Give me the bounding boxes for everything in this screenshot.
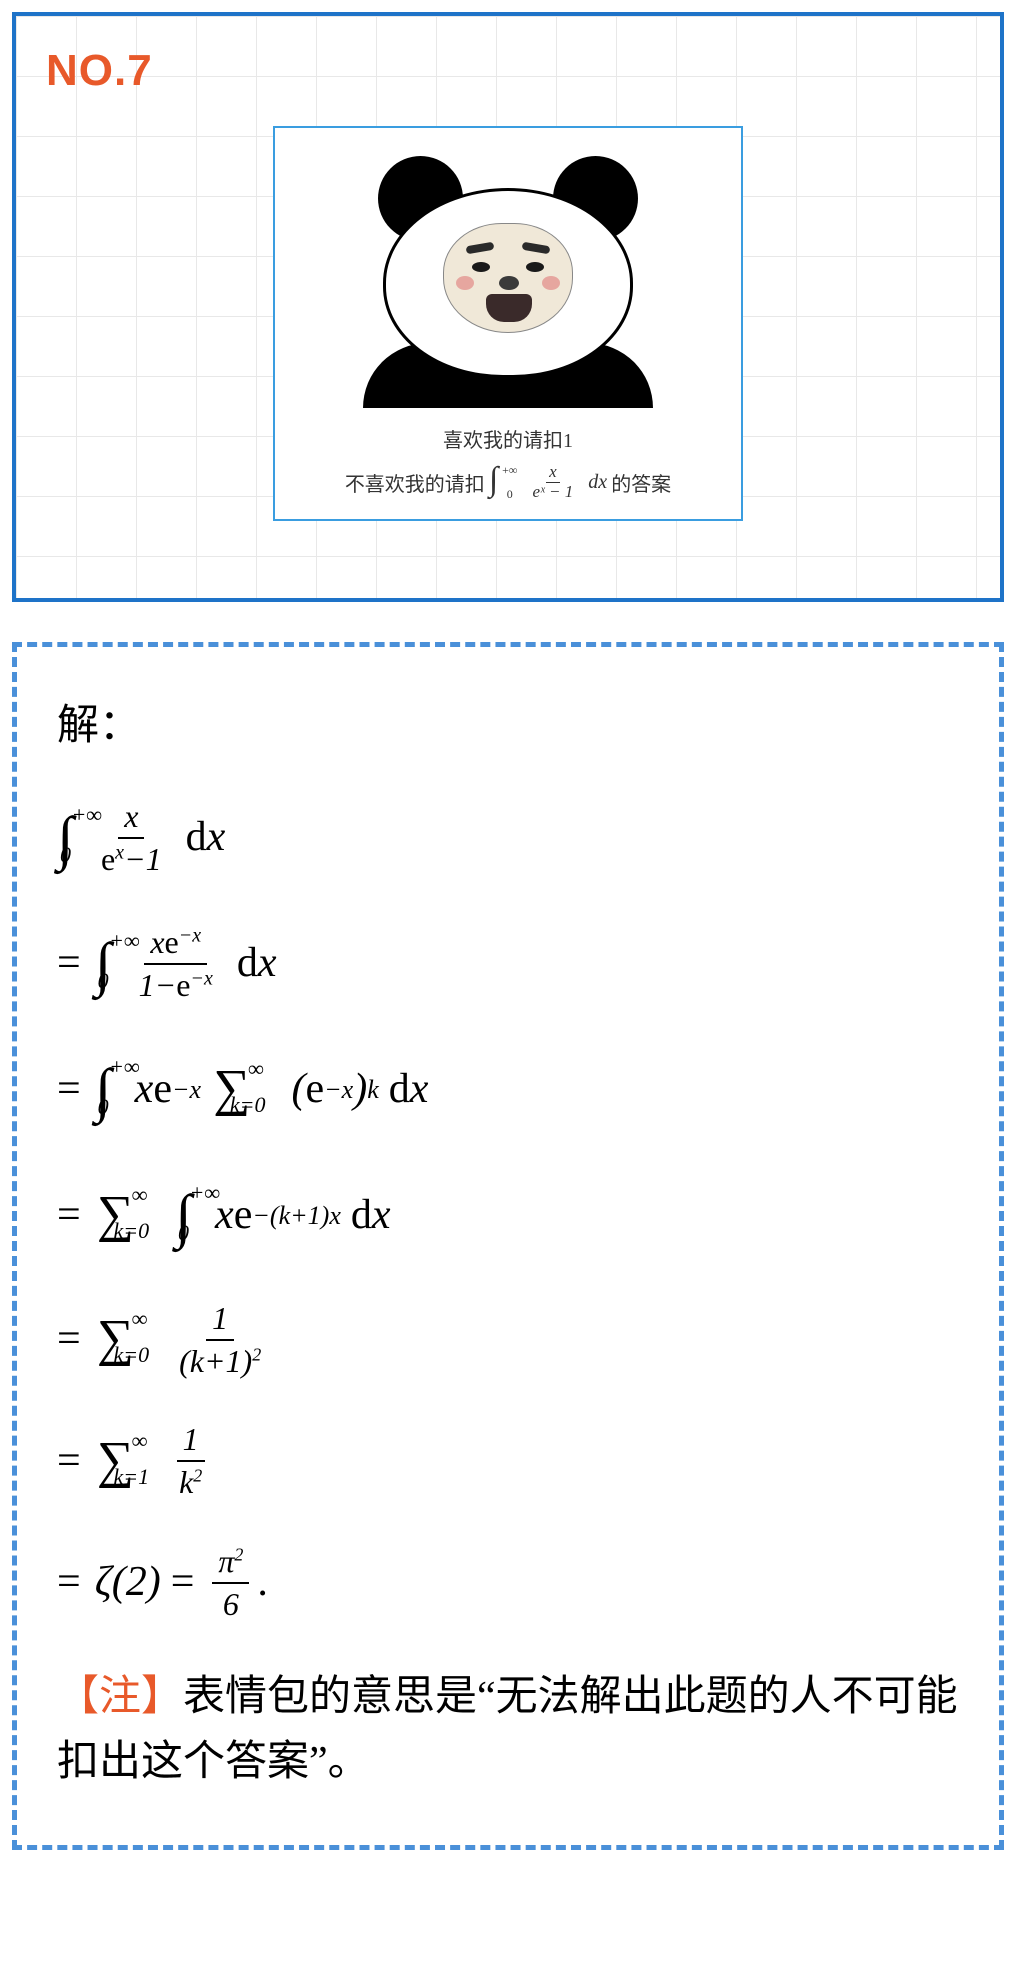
meme-line2-suffix: 的答案 [611, 468, 671, 497]
integral-limits: +∞ 0 [502, 464, 517, 500]
eq-line-4: = ∑∞k=0 ∫+∞0 xe−(k+1)x dx [57, 1174, 959, 1258]
eq-line-3: = ∫+∞0 xe−x ∑∞k=0 (e−x)k dx [57, 1048, 959, 1132]
note-text: 表情包的意思是“无法解出此题的人不可能扣出这个答案”。 [57, 1674, 958, 1785]
meme-image [348, 148, 668, 408]
nose [499, 276, 519, 290]
problem-panel: NO.7 喜欢我的请扣1 不喜欢我的请扣 ∫ +∞ 0 [12, 12, 1004, 602]
eq-line-7: = ζ(2) = π26 . [57, 1543, 959, 1623]
note-tag: 【注】 [57, 1674, 183, 1720]
note: 【注】表情包的意思是“无法解出此题的人不可能扣出这个答案”。 [57, 1665, 959, 1795]
eq-line-1: ∫+∞0 xex−1 dx [57, 796, 959, 880]
mouth [486, 294, 532, 322]
meme-text-2: 不喜欢我的请扣 ∫ +∞ 0 x eˣ − 1 dx 的答案 [295, 463, 721, 501]
solution-label: 解： [57, 697, 959, 756]
meme-dx: dx [588, 471, 607, 494]
eq-line-2: = ∫+∞0 xe−x1−e−x dx [57, 922, 959, 1006]
meme-line2-prefix: 不喜欢我的请扣 [345, 468, 485, 497]
brow-left [466, 242, 495, 255]
brow-right [522, 242, 551, 255]
eq-line-5: = ∑∞k=0 1(k+1)2 [57, 1300, 959, 1380]
meme-card: 喜欢我的请扣1 不喜欢我的请扣 ∫ +∞ 0 x eˣ − 1 dx 的答案 [273, 126, 743, 521]
meme-text-1: 喜欢我的请扣1 [295, 424, 721, 453]
eye-left [472, 262, 490, 272]
integral-symbol-icon: ∫ [489, 461, 498, 499]
solution-panel: 解： ∫+∞0 xex−1 dx = ∫+∞0 xe−x1−e−x dx = ∫… [12, 642, 1004, 1850]
eye-right [526, 262, 544, 272]
blush-left [456, 276, 474, 290]
meme-fraction: x eˣ − 1 [529, 463, 576, 501]
panda-face [443, 223, 573, 333]
blush-right [542, 276, 560, 290]
eq-line-6: = ∑∞k=1 1k2 [57, 1421, 959, 1501]
problem-number: NO.7 [46, 46, 970, 96]
